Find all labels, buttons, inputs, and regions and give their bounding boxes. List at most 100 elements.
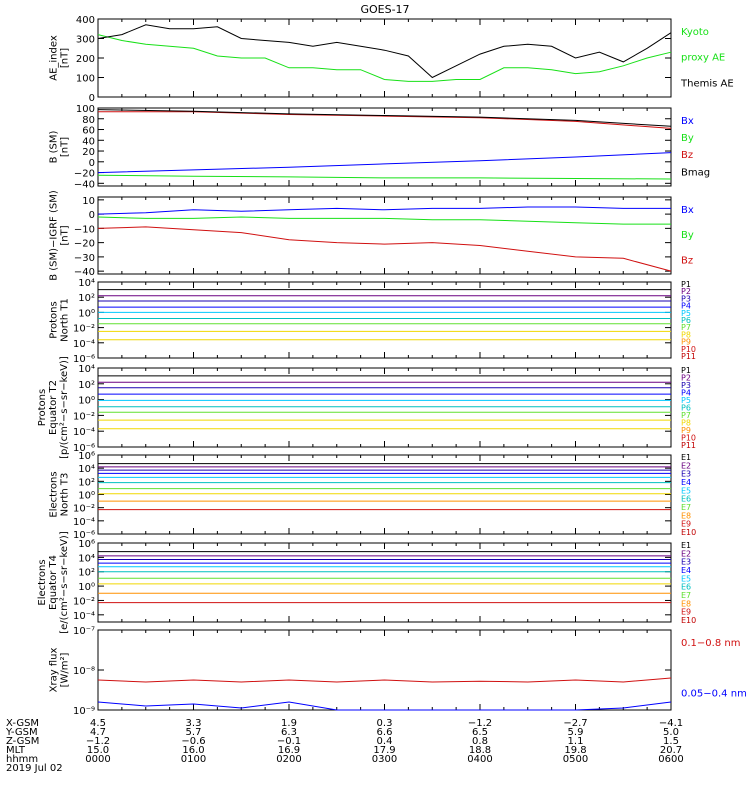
footer-cell: 1.1: [568, 736, 584, 747]
footer-cell: 1.9: [281, 718, 297, 729]
footer-cell: 4.5: [90, 718, 106, 729]
legend-label: E5: [681, 486, 691, 495]
footer-cell: 0.3: [377, 718, 393, 729]
panel-pnorth: 10⁴ 10² 10⁰ 10⁻² 10⁻⁴ 10⁻⁶ Protons North T1 P1P2…: [49, 278, 697, 365]
legend-label: Bz: [681, 150, 693, 161]
legend-label: Themis AE: [680, 78, 734, 89]
y-axis-title: Equator T4: [48, 555, 59, 610]
y-tick-label: −20: [74, 169, 95, 180]
legend-label: P6: [681, 316, 691, 325]
legend-label: E7: [681, 503, 691, 512]
y-tick-label: 10²: [78, 380, 95, 391]
y-tick-label: 0: [89, 93, 95, 104]
y-tick-label: 10⁻²: [73, 324, 95, 335]
panel-frame: [97, 281, 672, 359]
panel-frame: [97, 367, 672, 448]
y-tick-label: 60: [82, 126, 95, 137]
footer-row-label: hhmm: [6, 754, 38, 765]
series-line-bx: [97, 206, 671, 215]
footer-cell: 0200: [276, 754, 301, 765]
footer-cell: 1.5: [663, 736, 679, 747]
panel-bigrf: −40 −30 −20 −10 0 10 B (SM)−IGRF (SM) [nT] Bx By B…: [49, 190, 694, 281]
legend-label: P8: [681, 419, 691, 428]
y-tick-label: 10⁻⁴: [73, 339, 95, 350]
footer-cell: 5.0: [663, 727, 679, 738]
footer-cell: −2.7: [563, 718, 587, 729]
panel-pequator: 10⁴ 10² 10⁰ 10⁻² 10⁻⁴ 10⁻⁶ Protons Equator T2 [p…: [37, 356, 696, 459]
legend-label: P10: [681, 434, 696, 443]
y-tick-label: 10²: [78, 293, 95, 304]
y-tick-label: −20: [74, 239, 95, 250]
legend-label: Bx: [681, 205, 694, 216]
y-tick-label: 10⁶: [78, 539, 95, 550]
y-axis-title: Protons: [37, 389, 48, 426]
panel-frame: [97, 629, 672, 711]
y-tick-label: 80: [82, 115, 95, 126]
y-axis-title: Electrons: [37, 559, 48, 605]
legend-label: P10: [681, 345, 696, 354]
footer-cell: 4.7: [90, 727, 106, 738]
y-tick-label: 10⁻²: [73, 596, 95, 607]
footer-cell: 19.8: [564, 745, 586, 756]
footer-cell: −1.2: [468, 718, 492, 729]
series-line-kyoto-proxy-ae: [97, 34, 672, 82]
legend-label: E2: [681, 549, 691, 558]
footer-cell: 0.8: [472, 736, 488, 747]
legend-label: E9: [681, 608, 691, 617]
y-axis-title: B (SM): [49, 130, 60, 163]
panel-enorth: 10⁶ 10⁴ 10² 10⁰ 10⁻² 10⁻⁴ 10⁻⁶ Electrons North T…: [49, 451, 697, 541]
y-tick-label: 10⁻²: [73, 504, 95, 515]
footer-row-label: Y-GSM: [5, 727, 38, 738]
y-tick-label: 10⁴: [78, 464, 95, 475]
y-tick-label: 300: [76, 35, 95, 46]
legend-label: P4: [681, 302, 691, 311]
series-line-by: [97, 174, 672, 180]
legend-label: E8: [681, 511, 691, 520]
legend-label: E1: [681, 453, 691, 462]
y-axis-title: Equator T2: [48, 380, 59, 435]
series-line-themis-ae: [97, 24, 672, 79]
footer-row-label: 2019 Jul 02: [6, 763, 63, 774]
series-line-by: [97, 216, 671, 225]
footer-cell: −1.2: [86, 736, 110, 747]
legend-label: Kyoto: [681, 27, 709, 38]
footer-cell: 6.6: [377, 727, 393, 738]
legend-label: P2: [681, 287, 691, 296]
y-axis-title: [p/(cm²−s−sr−keV)]: [59, 356, 70, 459]
legend-label: P9: [681, 426, 691, 435]
panel-frame: [97, 107, 672, 187]
legend-label: P7: [681, 411, 691, 420]
legend-label: 0.05−0.4 nm: [681, 688, 747, 699]
y-tick-label: 10⁰: [78, 582, 95, 593]
footer-cell: 20.7: [660, 745, 682, 756]
series-line-bx: [97, 152, 672, 174]
legend-label: P1: [681, 366, 691, 375]
legend-label: 0.1−0.8 nm: [681, 638, 740, 649]
y-tick-label: 20: [82, 147, 95, 158]
y-tick-label: 40: [82, 136, 95, 147]
y-tick-label: 200: [76, 54, 95, 65]
legend-label: P3: [681, 381, 691, 390]
panel-xray: 10⁻⁷ 10⁻⁸ 10⁻⁹ Xray flux [W/m²] 0.1−0.8 nm 0.0…: [49, 626, 747, 717]
footer-cell: 5.7: [186, 727, 202, 738]
legend-label: P9: [681, 338, 691, 347]
y-tick-label: 10²: [78, 477, 95, 488]
legend-label: By: [681, 133, 694, 144]
y-tick-label: 10⁻⁷: [73, 626, 95, 637]
legend-label: P6: [681, 404, 691, 413]
y-tick-label: −10: [74, 224, 95, 235]
legend-label: P5: [681, 396, 691, 405]
y-axis-title: [e/(cm²−s−sr−keV)]: [59, 531, 70, 634]
footer-cell: 0600: [658, 754, 683, 765]
y-tick-label: 100: [76, 74, 95, 85]
footer-cell: 0500: [563, 754, 588, 765]
legend-label: By: [681, 230, 694, 241]
y-axis-title: North T3: [60, 473, 71, 517]
footer-cell: 15.0: [87, 745, 109, 756]
legend-label: E5: [681, 574, 691, 583]
legend-label: E10: [681, 616, 696, 625]
footer-cell: 0100: [181, 754, 206, 765]
y-axis-title: [W/m²]: [60, 652, 71, 687]
y-axis-title: Electrons: [49, 471, 60, 517]
